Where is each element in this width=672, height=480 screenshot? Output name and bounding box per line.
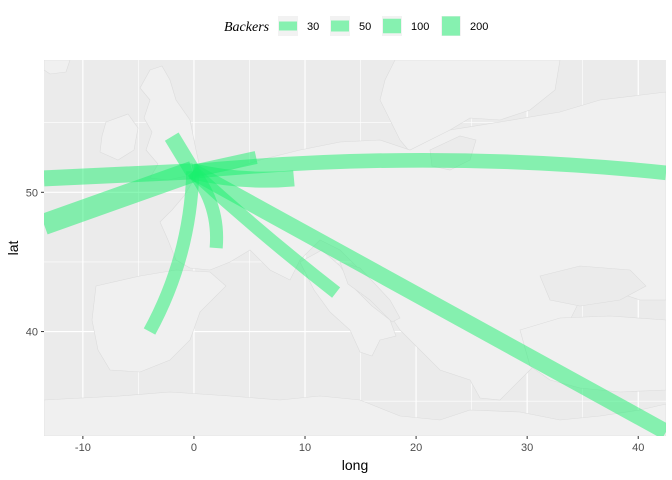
legend-title: Backers — [224, 20, 270, 35]
sea-black — [539, 265, 647, 307]
x-axis: -10 0 10 20 30 40 — [75, 436, 644, 454]
y-axis: 40 50 — [26, 187, 44, 339]
x-tick-label: -10 — [75, 442, 91, 454]
y-tick-label: 40 — [26, 327, 38, 339]
legend: Backers 30 50 100 200 — [224, 16, 488, 36]
flow-line — [164, 132, 200, 176]
y-tick-label: 50 — [26, 187, 38, 199]
x-axis-title: long — [342, 457, 368, 473]
flow-line — [192, 152, 666, 181]
x-tick-label: 0 — [191, 442, 197, 454]
x-tick-label: 20 — [410, 442, 422, 454]
flows-layer — [44, 132, 666, 436]
legend-label: 30 — [307, 21, 319, 33]
flow-line — [188, 164, 666, 436]
flow-line — [44, 163, 194, 187]
legend-label: 200 — [470, 21, 488, 33]
land-north-africa — [44, 391, 666, 436]
flow-line — [143, 171, 200, 335]
y-axis-title: lat — [5, 241, 21, 256]
legend-label: 50 — [359, 21, 371, 33]
land-iceland — [44, 60, 71, 75]
land-ireland — [99, 113, 139, 161]
legend-label: 100 — [411, 21, 429, 33]
x-tick-label: 10 — [299, 442, 311, 454]
x-tick-label: 40 — [632, 442, 644, 454]
x-tick-label: 30 — [521, 442, 533, 454]
